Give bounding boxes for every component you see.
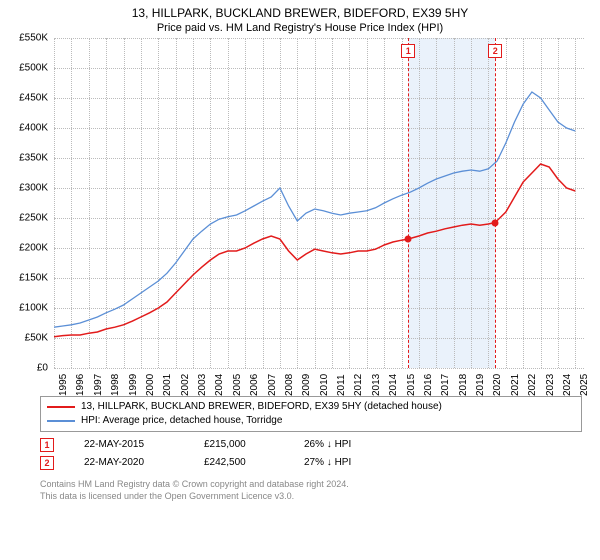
x-axis-label: 2020 [492, 374, 503, 396]
x-axis-label: 2010 [319, 374, 330, 396]
x-axis-label: 2002 [180, 374, 191, 396]
x-axis-label: 2000 [145, 374, 156, 396]
x-axis-label: 2003 [197, 374, 208, 396]
footer-line: Contains HM Land Registry data © Crown c… [40, 478, 582, 490]
x-axis-label: 1997 [93, 374, 104, 396]
y-axis-label: £450K [10, 93, 48, 104]
x-axis-label: 2008 [284, 374, 295, 396]
x-axis-label: 1998 [110, 374, 121, 396]
event-marker: 2 [40, 456, 54, 470]
y-axis-label: £250K [10, 213, 48, 224]
x-axis-label: 2005 [232, 374, 243, 396]
x-axis-label: 2004 [214, 374, 225, 396]
x-axis-label: 2025 [579, 374, 590, 396]
x-axis-label: 2024 [562, 374, 573, 396]
chart-title: 13, HILLPARK, BUCKLAND BREWER, BIDEFORD,… [0, 0, 600, 20]
y-axis-label: £400K [10, 123, 48, 134]
event-date: 22-MAY-2015 [84, 436, 174, 454]
legend-row: HPI: Average price, detached house, Torr… [47, 414, 575, 428]
chart-area: 12 £0 £50K £100K £150K £200K £250K £300K £350K £4… [10, 38, 598, 390]
footer: Contains HM Land Registry data © Crown c… [40, 478, 582, 502]
legend-swatch [47, 406, 75, 408]
legend-label: 13, HILLPARK, BUCKLAND BREWER, BIDEFORD,… [81, 400, 442, 414]
plot-region: 12 [54, 38, 584, 368]
footer-line: This data is licensed under the Open Gov… [40, 490, 582, 502]
chart-subtitle: Price paid vs. HM Land Registry's House … [0, 20, 600, 38]
x-axis-label: 2012 [353, 374, 364, 396]
x-axis-label: 1999 [128, 374, 139, 396]
chart-container: 13, HILLPARK, BUCKLAND BREWER, BIDEFORD,… [0, 0, 600, 560]
y-axis-label: £200K [10, 243, 48, 254]
x-axis-label: 1995 [58, 374, 69, 396]
legend-label: HPI: Average price, detached house, Torr… [81, 414, 282, 428]
event-row: 2 22-MAY-2020 £242,500 27% ↓ HPI [40, 454, 582, 472]
y-axis-label: £500K [10, 63, 48, 74]
x-axis-label: 1996 [75, 374, 86, 396]
event-price: £242,500 [204, 454, 274, 472]
x-axis-label: 2001 [162, 374, 173, 396]
series-property [54, 164, 575, 337]
event-marker: 1 [40, 438, 54, 452]
y-axis-label: £550K [10, 33, 48, 44]
x-axis-label: 2007 [267, 374, 278, 396]
event-delta: 27% ↓ HPI [304, 454, 351, 472]
sale-point [492, 219, 499, 226]
legend: 13, HILLPARK, BUCKLAND BREWER, BIDEFORD,… [40, 396, 582, 432]
x-axis-label: 2015 [406, 374, 417, 396]
y-axis-label: £350K [10, 153, 48, 164]
event-price: £215,000 [204, 436, 274, 454]
x-axis-label: 2022 [527, 374, 538, 396]
sale-point [405, 236, 412, 243]
event-row: 1 22-MAY-2015 £215,000 26% ↓ HPI [40, 436, 582, 454]
x-axis-label: 2023 [545, 374, 556, 396]
legend-row: 13, HILLPARK, BUCKLAND BREWER, BIDEFORD,… [47, 400, 575, 414]
event-delta: 26% ↓ HPI [304, 436, 351, 454]
x-axis-label: 2006 [249, 374, 260, 396]
x-axis-label: 2011 [336, 374, 347, 396]
y-axis-label: £50K [10, 333, 48, 344]
series-svg [54, 38, 584, 368]
x-axis-label: 2017 [440, 374, 451, 396]
series-hpi [54, 92, 575, 327]
y-axis-label: £100K [10, 303, 48, 314]
legend-swatch [47, 420, 75, 422]
y-axis-label: £150K [10, 273, 48, 284]
event-date: 22-MAY-2020 [84, 454, 174, 472]
x-axis-label: 2019 [475, 374, 486, 396]
x-axis-label: 2018 [458, 374, 469, 396]
gridline-h [54, 368, 584, 369]
x-axis-label: 2014 [388, 374, 399, 396]
x-axis-label: 2016 [423, 374, 434, 396]
x-axis-label: 2013 [371, 374, 382, 396]
events-table: 1 22-MAY-2015 £215,000 26% ↓ HPI 2 22-MA… [40, 436, 582, 472]
y-axis-label: £0 [10, 363, 48, 374]
x-axis-label: 2009 [301, 374, 312, 396]
y-axis-label: £300K [10, 183, 48, 194]
x-axis-label: 2021 [510, 374, 521, 396]
